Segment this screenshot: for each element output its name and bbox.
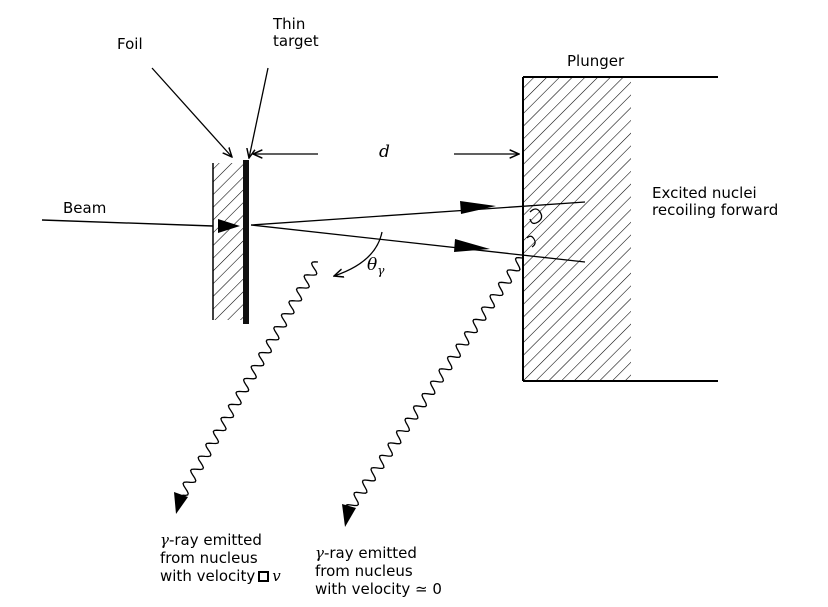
thin-target-label-line1: Thin [273, 15, 306, 33]
gamma-in-flight-caption-line1: γ-ray emitted [160, 532, 262, 548]
foil-label: Foil [117, 35, 143, 53]
theta-gamma-label: θγ [367, 257, 384, 278]
gamma-ray-stopped-wave [345, 256, 523, 507]
theta-symbol: θ [367, 255, 378, 275]
gamma-stopped-caption-line1: γ-ray emitted [315, 545, 417, 561]
gamma-stopped-line1-text: -ray emitted [323, 544, 417, 562]
recoil-arrowhead-upper [460, 201, 496, 214]
plunger-label: Plunger [567, 52, 625, 70]
approx-square-icon [258, 570, 270, 582]
gamma-ray-stopped-arrowhead [342, 504, 356, 527]
theta-angle-arc [334, 231, 383, 276]
recoil-trajectory-upper [250, 201, 586, 226]
gamma-ray-in-flight-arrowhead [174, 492, 188, 514]
velocity-v-symbol: v [272, 567, 281, 585]
impact-squiggle-lower [526, 235, 536, 248]
thin-target-label-line2: target [273, 32, 319, 50]
plunger [522, 76, 718, 382]
excited-nuclei-label-line2: recoiling forward [652, 201, 779, 219]
distance-label: d [379, 142, 390, 162]
theta-subscript: γ [377, 263, 385, 278]
gamma-in-flight-line3-text: with velocity [160, 567, 256, 585]
beam-arrowhead [218, 219, 240, 233]
excited-nuclei-label-line1: Excited nuclei [652, 184, 757, 202]
beam-line [41, 219, 214, 227]
gamma-symbol-1: γ [160, 531, 169, 549]
gamma-stopped-caption-line3: with velocity ≃ 0 [315, 580, 442, 598]
gamma-in-flight-caption-line3: with velocity v [160, 568, 281, 584]
gamma-ray-in-flight-wave [182, 261, 319, 497]
recoil-arrowhead-lower [454, 239, 490, 252]
thin-target-pointer-arrow [249, 67, 269, 158]
gamma-stopped-caption-line2: from nucleus [315, 562, 413, 580]
thin-target [243, 160, 249, 324]
foil-pointer-arrow [151, 67, 232, 157]
beam-label: Beam [63, 199, 107, 217]
gamma-in-flight-caption-line2: from nucleus [160, 549, 258, 567]
recoil-trajectory-lower [250, 224, 586, 263]
gamma-in-flight-line1-text: -ray emitted [168, 531, 262, 549]
foil [212, 163, 243, 320]
impact-squiggle-upper [529, 208, 543, 225]
gamma-symbol-2: γ [315, 544, 324, 562]
